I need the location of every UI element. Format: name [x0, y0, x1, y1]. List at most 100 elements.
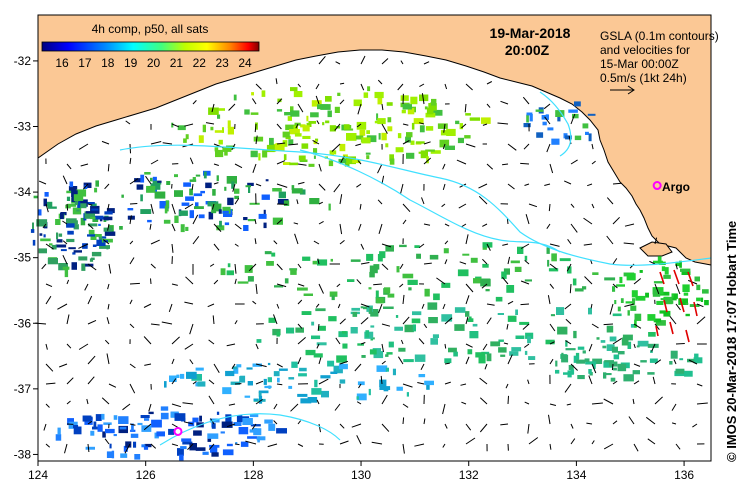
sst-patch — [283, 200, 290, 206]
velocity-arrow — [213, 243, 220, 251]
velocity-arrow — [402, 383, 413, 388]
velocity-arrow — [377, 163, 383, 174]
sst-patch — [293, 91, 303, 98]
velocity-arrow — [633, 323, 642, 329]
sst-patch — [525, 332, 534, 339]
sst-patch — [377, 118, 386, 125]
sst-patch — [85, 446, 95, 450]
velocity-arrow — [360, 262, 370, 265]
sst-patch — [568, 109, 578, 113]
velocity-arrow — [583, 243, 593, 246]
sst-patch — [606, 344, 615, 351]
sst-patch — [339, 379, 346, 384]
sst-patch — [302, 256, 311, 261]
sst-patch — [527, 336, 531, 344]
velocity-arrow — [549, 403, 557, 406]
sst-patch — [327, 110, 332, 118]
sst-patch — [517, 246, 524, 254]
sst-patch — [71, 190, 78, 197]
velocity-arrow — [357, 160, 362, 165]
sst-patch — [547, 259, 550, 267]
lon-tick-label: 132 — [459, 468, 479, 482]
sst-patch — [58, 233, 63, 237]
velocity-arrow — [171, 243, 174, 253]
velocity-arrow — [381, 394, 388, 405]
sst-patch — [693, 357, 703, 364]
velocity-arrow — [649, 260, 656, 265]
sst-patch — [402, 104, 412, 110]
velocity-arrow — [465, 316, 469, 325]
velocity-arrow — [611, 363, 614, 371]
sst-patch — [377, 97, 383, 105]
velocity-arrow — [609, 303, 614, 315]
sst-patch — [242, 418, 253, 425]
colorbar-title: 4h comp, p50, all sats — [92, 22, 209, 36]
sst-patch — [555, 369, 560, 374]
sst-patch — [299, 367, 307, 372]
sst-patch — [360, 306, 364, 309]
sst-patch — [419, 125, 425, 133]
sst-patch — [103, 216, 113, 221]
velocity-arrow — [502, 163, 509, 166]
velocity-arrow — [62, 220, 68, 225]
sst-patch — [528, 356, 536, 360]
sst-patch — [470, 257, 478, 263]
sst-patch — [295, 327, 304, 333]
sst-patch — [255, 122, 258, 130]
sst-patch — [402, 273, 414, 279]
velocity-arrow — [570, 113, 576, 125]
velocity-arrow — [101, 140, 110, 145]
velocity-arrow — [688, 279, 698, 285]
sst-patch — [415, 141, 425, 144]
velocity-arrow — [588, 375, 593, 385]
sst-patch — [387, 117, 392, 123]
sst-patch — [160, 406, 169, 411]
velocity-arrow — [402, 417, 405, 425]
velocity-arrow — [502, 276, 509, 285]
velocity-arrow — [461, 223, 467, 228]
velocity-arrow — [633, 380, 640, 385]
sst-patch — [356, 396, 359, 400]
sst-patch — [140, 415, 150, 419]
velocity-arrow — [645, 416, 656, 425]
sst-patch — [346, 133, 357, 141]
sst-patch — [306, 122, 312, 127]
velocity-arrow — [234, 198, 240, 205]
sst-patch — [328, 160, 334, 167]
sst-patch — [678, 298, 688, 305]
sst-patch — [592, 358, 603, 364]
sst-patch — [311, 321, 315, 326]
sst-patch — [276, 331, 280, 337]
velocity-arrow — [421, 303, 425, 309]
velocity-arrow — [295, 123, 299, 129]
sst-patch — [336, 355, 347, 363]
sst-patch — [77, 201, 81, 208]
sst-patch — [485, 289, 490, 292]
sst-patch — [222, 387, 232, 395]
sst-patch — [550, 314, 555, 317]
velocity-arrow — [276, 142, 286, 145]
velocity-arrow — [129, 215, 132, 225]
sst-patch — [346, 156, 356, 165]
velocity-arrow — [356, 401, 362, 405]
sst-patch — [207, 433, 219, 439]
velocity-arrow — [339, 423, 345, 429]
velocity-arrow — [45, 203, 49, 213]
velocity-arrow — [82, 183, 89, 190]
velocity-arrow — [400, 339, 404, 345]
velocity-arrow — [486, 303, 495, 306]
velocity-arrow — [334, 403, 341, 411]
sst-patch — [113, 415, 118, 420]
velocity-arrow — [442, 183, 446, 191]
velocity-arrow — [168, 303, 173, 313]
sst-patch — [121, 194, 124, 198]
velocity-arrow — [654, 237, 658, 245]
velocity-arrow — [522, 96, 530, 105]
sst-patch — [675, 261, 679, 265]
sst-patch — [74, 201, 78, 205]
sst-patch — [411, 318, 421, 324]
velocity-arrow — [652, 376, 656, 385]
sst-patch — [673, 293, 678, 299]
velocity-arrow — [315, 303, 320, 308]
sst-patch — [694, 276, 700, 282]
